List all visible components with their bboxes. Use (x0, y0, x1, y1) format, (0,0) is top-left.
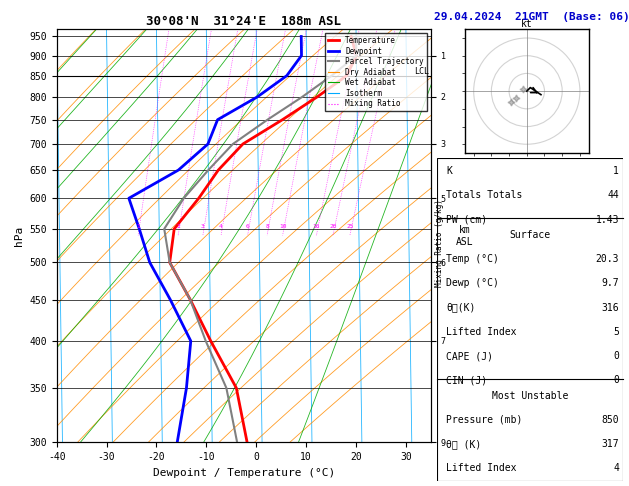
Text: 316: 316 (601, 303, 619, 312)
Y-axis label: km
ASL: km ASL (456, 225, 474, 246)
Text: 20: 20 (329, 224, 337, 229)
Title: 30°08'N  31°24'E  188m ASL: 30°08'N 31°24'E 188m ASL (146, 15, 342, 28)
Text: Lifted Index: Lifted Index (447, 463, 517, 473)
Text: 0: 0 (613, 375, 619, 385)
Text: 8: 8 (265, 224, 269, 229)
Text: 3: 3 (201, 224, 205, 229)
Title: kt: kt (521, 19, 533, 29)
Text: Dewp (°C): Dewp (°C) (447, 278, 499, 288)
Text: 1: 1 (613, 166, 619, 176)
Y-axis label: hPa: hPa (14, 226, 24, 246)
Text: K: K (447, 166, 452, 176)
Text: 5: 5 (613, 327, 619, 337)
Text: 0: 0 (613, 351, 619, 361)
Text: 850: 850 (601, 415, 619, 425)
Text: Most Unstable: Most Unstable (492, 391, 568, 400)
Text: 1.43: 1.43 (596, 214, 619, 225)
Text: 10: 10 (279, 224, 286, 229)
Text: LCL: LCL (415, 68, 430, 76)
X-axis label: Dewpoint / Temperature (°C): Dewpoint / Temperature (°C) (153, 468, 335, 478)
Text: 1: 1 (136, 224, 140, 229)
Text: PW (cm): PW (cm) (447, 214, 487, 225)
Legend: Temperature, Dewpoint, Parcel Trajectory, Dry Adiabat, Wet Adiabat, Isotherm, Mi: Temperature, Dewpoint, Parcel Trajectory… (325, 33, 427, 111)
Text: 2: 2 (176, 224, 180, 229)
Text: 44: 44 (607, 190, 619, 200)
Text: θᴄ(K): θᴄ(K) (447, 303, 476, 312)
Text: 20.3: 20.3 (596, 254, 619, 264)
Text: CAPE (J): CAPE (J) (447, 351, 493, 361)
Text: 9.7: 9.7 (601, 278, 619, 288)
Text: 4: 4 (613, 463, 619, 473)
Text: Lifted Index: Lifted Index (447, 327, 517, 337)
Text: CIN (J): CIN (J) (447, 375, 487, 385)
Text: 4: 4 (219, 224, 223, 229)
Text: 29.04.2024  21GMT  (Base: 06): 29.04.2024 21GMT (Base: 06) (433, 12, 629, 22)
Text: Temp (°C): Temp (°C) (447, 254, 499, 264)
Text: Totals Totals: Totals Totals (447, 190, 523, 200)
Text: Pressure (mb): Pressure (mb) (447, 415, 523, 425)
Text: 25: 25 (346, 224, 353, 229)
Text: 6: 6 (246, 224, 250, 229)
Text: Mixing Ratio (g/kg): Mixing Ratio (g/kg) (435, 199, 443, 287)
Text: θᴄ (K): θᴄ (K) (447, 439, 482, 449)
Text: 16: 16 (313, 224, 320, 229)
Text: Surface: Surface (509, 230, 550, 240)
Text: 317: 317 (601, 439, 619, 449)
